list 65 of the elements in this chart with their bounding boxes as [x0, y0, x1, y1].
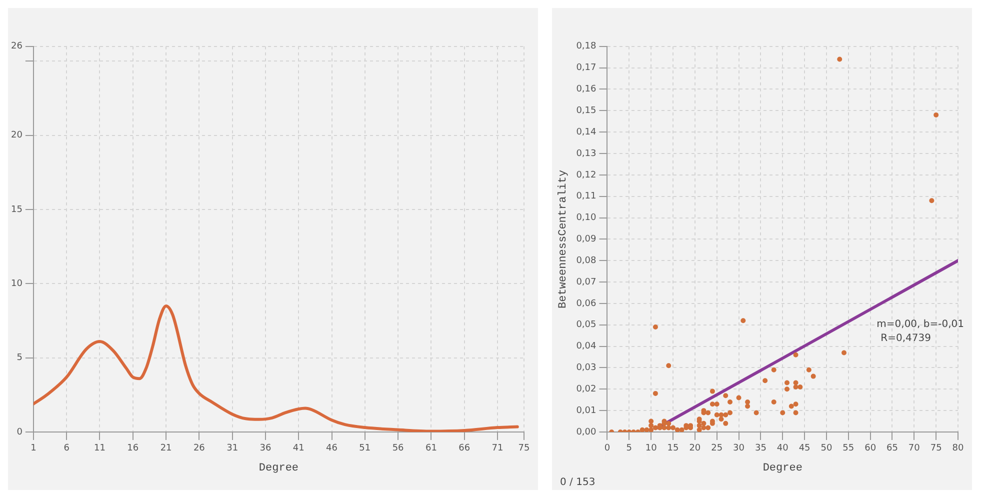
y-tick-label: 0,13 [576, 148, 596, 159]
y-tick-label: 0,10 [576, 213, 597, 224]
y-tick-label: 0,15 [576, 106, 596, 116]
x-axis-title: Degree [258, 462, 299, 474]
y-tick-label: 0,12 [576, 170, 596, 180]
y-tick-label: 15 [11, 204, 22, 215]
annotation: m=0,00, b=-0,01 [876, 318, 964, 332]
line-series [33, 304, 519, 432]
y-tick-label: 0,00 [576, 427, 597, 438]
y-tick-label: 0,08 [576, 256, 597, 266]
x-tick-label: 71 [492, 444, 504, 454]
x-tick-label: 1 [30, 444, 36, 454]
x-tick-label: 56 [392, 444, 404, 454]
annotation: R=0,4739 [880, 332, 932, 346]
x-tick-label: 5 [626, 444, 632, 454]
y-tick-label: 0,05 [576, 320, 596, 330]
x-tick-label: 51 [359, 444, 371, 454]
x-tick-label: 6 [64, 444, 70, 454]
x-tick-label: 25 [711, 444, 723, 454]
x-tick-label: 15 [667, 444, 679, 454]
x-tick-label: 46 [326, 444, 338, 454]
x-tick-label: 20 [689, 444, 701, 454]
text: 0 / 153 [560, 477, 596, 488]
y-tick-label: 0,18 [576, 42, 597, 52]
x-tick-label: 45 [798, 444, 810, 454]
y-axis-title: BetweennessCentrality [558, 169, 570, 309]
x-tick-label: 75 [518, 444, 530, 454]
y-tick-label: 0,17 [576, 63, 596, 74]
y-tick-label: 0 [16, 427, 23, 438]
x-tick-label: 75 [930, 444, 942, 454]
y-tick-label: 0,02 [576, 384, 596, 394]
x-tick-label: 55 [842, 444, 854, 454]
x-tick-label: 40 [776, 444, 789, 454]
x-tick-label: 35 [754, 444, 766, 454]
x-tick-label: 26 [193, 444, 206, 454]
x-tick-label: 61 [425, 444, 437, 454]
x-tick-label: 80 [952, 444, 964, 454]
x-tick-label: 66 [458, 444, 470, 454]
y-tick-label: 5 [16, 353, 22, 364]
x-tick-label: 16 [127, 444, 139, 454]
y-tick-label: 26 [11, 42, 23, 52]
x-tick-label: 0 [604, 444, 610, 454]
x-tick-label: 21 [160, 444, 172, 454]
x-axis-title: Degree [762, 462, 802, 474]
y-tick-label: 20 [11, 130, 23, 141]
y-tick-label: 0,16 [576, 84, 597, 95]
x-tick-label: 41 [292, 444, 304, 454]
x-tick-label: 36 [260, 444, 272, 454]
y-tick-label: 0,07 [576, 277, 596, 288]
y-tick-label: 0,04 [576, 342, 597, 352]
x-tick-label: 70 [908, 444, 920, 454]
y-tick-label: 0,03 [576, 363, 596, 374]
y-tick-label: 10 [11, 279, 23, 290]
x-tick-label: 10 [645, 444, 658, 454]
y-tick-label: 0,06 [576, 298, 597, 309]
y-tick-label: 0,01 [576, 406, 596, 416]
x-tick-label: 50 [820, 444, 832, 454]
x-tick-label: 30 [733, 444, 745, 454]
y-tick-label: 0,11 [576, 192, 596, 202]
x-tick-label: 31 [226, 444, 238, 454]
x-tick-label: 65 [886, 444, 898, 454]
y-tick-label: 0,14 [576, 127, 597, 138]
x-tick-label: 11 [94, 444, 106, 454]
y-tick-label: 0,09 [576, 234, 597, 245]
x-tick-label: 60 [864, 444, 876, 454]
